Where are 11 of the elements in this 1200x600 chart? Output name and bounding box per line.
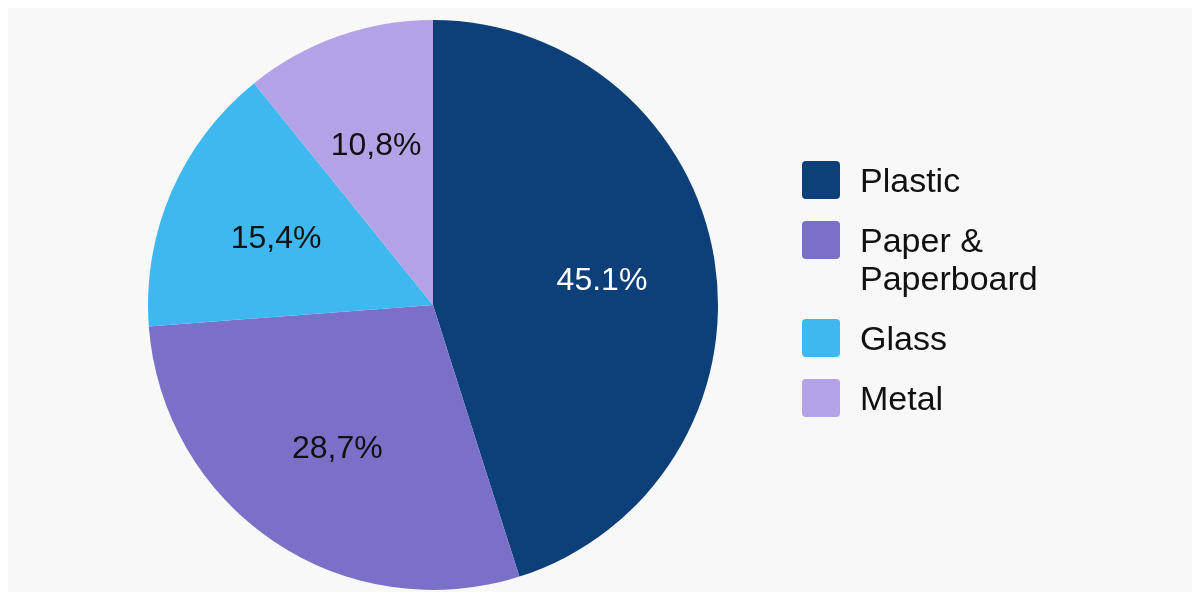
pie-slice — [148, 305, 520, 590]
data-label: 15,4% — [230, 219, 322, 256]
legend-label: Metal — [860, 379, 944, 417]
legend-label: Glass — [860, 319, 947, 357]
pie-slice — [148, 83, 433, 327]
data-label: 28,7% — [291, 428, 383, 465]
legend-label: Plastic — [860, 161, 961, 199]
data-label: 10,8% — [330, 125, 422, 162]
pie-slice — [433, 20, 718, 577]
legend-label: Paper & Paperboard — [860, 221, 1039, 297]
data-label: 45.1% — [556, 260, 648, 297]
